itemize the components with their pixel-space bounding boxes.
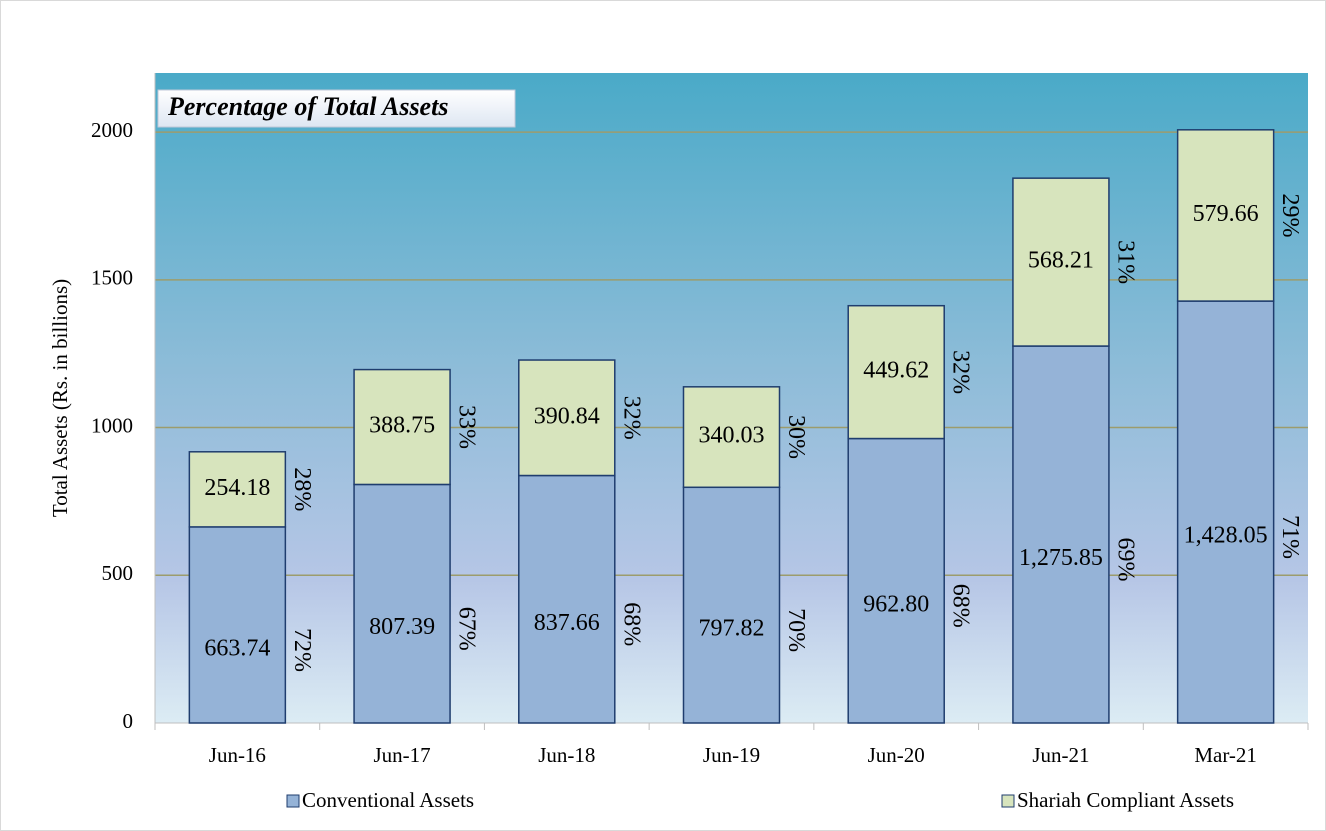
percent-label: 32% (948, 350, 974, 394)
value-label: 449.62 (863, 358, 929, 384)
bar-segment (518, 359, 616, 477)
y-tick-label: 2000 (91, 118, 133, 142)
bar-segment (518, 474, 616, 724)
value-label: 340.03 (699, 423, 765, 449)
y-tick-label: 1500 (91, 266, 133, 290)
value-label: 568.21 (1028, 248, 1094, 274)
x-tick-label: Jun-20 (868, 743, 925, 767)
percent-label: 71% (1277, 515, 1303, 559)
bar-segment (682, 486, 781, 724)
value-label: 1,428.05 (1184, 523, 1268, 549)
bar-segment (353, 368, 451, 486)
percent-label: 31% (1112, 240, 1138, 284)
percent-label: 28% (289, 467, 315, 511)
percent-label: 32% (618, 396, 644, 440)
value-label: 797.82 (699, 616, 765, 642)
value-label: 1,275.85 (1019, 545, 1103, 571)
value-label: 837.66 (534, 610, 600, 636)
bar-segment (1176, 300, 1275, 724)
bar-segment (188, 451, 287, 528)
chart-title: Percentage of Total Assets (167, 92, 448, 121)
value-label: 388.75 (369, 413, 435, 439)
legend-label: Conventional Assets (302, 788, 474, 812)
bar-segment (1176, 129, 1275, 302)
legend-swatch (1001, 794, 1015, 808)
percent-label: 72% (289, 628, 315, 672)
y-tick-label: 1000 (91, 413, 133, 437)
percent-label: 67% (454, 607, 480, 651)
percent-label: 33% (454, 405, 480, 449)
value-label: 663.74 (204, 635, 270, 661)
percent-label: 70% (783, 608, 809, 652)
x-tick-label: Jun-16 (209, 743, 266, 767)
x-tick-label: Jun-17 (373, 743, 430, 767)
percent-label: 30% (783, 415, 809, 459)
percent-label: 29% (1277, 193, 1303, 237)
bar-segment (353, 483, 451, 724)
percent-label: 69% (1112, 538, 1138, 582)
value-label: 254.18 (204, 475, 270, 501)
x-tick-label: Jun-19 (703, 743, 760, 767)
y-axis-label: Total Assets (Rs. in billions) (48, 279, 72, 517)
y-tick-label: 0 (123, 709, 134, 733)
bar-segment (682, 386, 781, 489)
percent-label: 68% (948, 584, 974, 628)
legend-label: Shariah Compliant Assets (1017, 788, 1234, 812)
title-box (157, 89, 516, 128)
x-tick-label: Mar-21 (1194, 743, 1257, 767)
value-label: 579.66 (1193, 201, 1259, 227)
bar-segment (1012, 177, 1110, 347)
bar-segment (1012, 345, 1110, 724)
value-label: 390.84 (534, 403, 600, 429)
bar-segment (188, 526, 287, 724)
y-tick-label: 500 (102, 561, 134, 585)
value-label: 962.80 (863, 591, 929, 617)
bar-segment (847, 437, 945, 724)
percent-label: 68% (618, 602, 644, 646)
value-label: 807.39 (369, 614, 435, 640)
x-tick-label: Jun-18 (538, 743, 595, 767)
x-tick-label: Jun-21 (1032, 743, 1089, 767)
legend-swatch (286, 794, 300, 808)
bar-segment (847, 304, 945, 440)
